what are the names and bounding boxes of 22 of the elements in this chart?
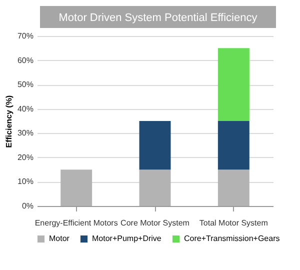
bar [139, 121, 171, 170]
y-tick-label: 30% [17, 128, 34, 138]
y-tick-label: 20% [17, 152, 34, 162]
y-tick-label: 60% [17, 56, 34, 65]
y-tick-label: 70% [17, 32, 34, 40]
y-tick-label: 50% [17, 80, 34, 90]
bar [218, 48, 250, 121]
y-tick-label: 40% [17, 104, 34, 114]
y-axis-title: Efficiency (%) [4, 94, 14, 148]
x-tick-label: Energy-Efficient Motors [34, 218, 118, 228]
bar [218, 121, 250, 170]
bar [60, 170, 92, 206]
legend-label: Motor [49, 234, 70, 243]
y-tick-label: 0% [22, 202, 34, 210]
legend-label: Core+Transmission+Gears [184, 234, 280, 243]
chart-title: Motor Driven System Potential Efficiency [40, 6, 276, 30]
x-tick-label: Core Motor System [120, 218, 190, 228]
legend-label: Motor+Pump+Drive [92, 234, 162, 243]
y-tick-label: 10% [17, 177, 34, 186]
bar [139, 170, 171, 206]
bar [218, 170, 250, 206]
x-tick-label: Total Motor System [199, 218, 268, 228]
